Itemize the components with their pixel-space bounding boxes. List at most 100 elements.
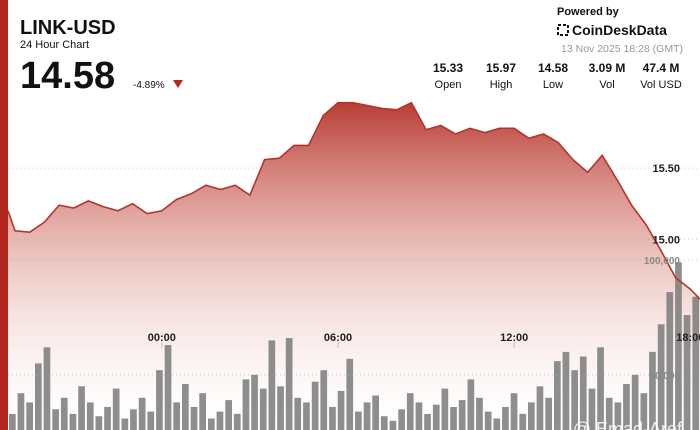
volume-bar	[251, 374, 258, 430]
y-tick-label: 15.00	[652, 234, 680, 246]
volume-bar	[614, 402, 622, 430]
volume-bar	[112, 388, 120, 430]
volume-bar	[233, 413, 241, 430]
x-tick-label: 06:00	[324, 332, 352, 344]
volume-bar	[458, 400, 466, 430]
volume-bar	[35, 363, 42, 430]
volume-bar	[26, 402, 33, 430]
volume-bar	[346, 358, 354, 430]
volume-bar	[225, 400, 232, 430]
volume-bar	[199, 393, 206, 430]
volume-bar	[640, 393, 648, 430]
volume-bar	[380, 416, 388, 430]
volume-bar	[78, 386, 85, 430]
volume-bar	[43, 347, 51, 430]
volume-bar	[285, 338, 293, 430]
x-tick-label: 18:00	[676, 332, 700, 344]
volume-bar	[441, 388, 449, 430]
volume-bar	[208, 418, 215, 430]
volume-bar	[467, 379, 475, 430]
volume-bar	[320, 370, 328, 430]
volume-bar	[675, 262, 682, 430]
volume-bar	[17, 393, 25, 430]
volume-bar	[104, 407, 111, 430]
volume-bar	[649, 351, 656, 430]
volume-bar	[86, 402, 94, 430]
volume-bar	[303, 402, 310, 430]
brand-logo	[557, 24, 569, 36]
price-line	[7, 101, 700, 300]
price: 14.58	[20, 55, 115, 97]
volume-bar	[657, 324, 665, 430]
volume-bar	[484, 411, 492, 430]
volume-bar	[536, 386, 544, 430]
volume-bar	[432, 404, 440, 430]
volume-bar	[60, 397, 68, 430]
stat-label: High	[490, 79, 513, 91]
stat-value: 15.33	[433, 61, 463, 75]
symbol: LINK-USD	[20, 17, 116, 39]
volume-bar	[398, 409, 405, 430]
stat-label: Low	[543, 79, 563, 91]
stat-value: 14.58	[538, 61, 568, 75]
plot-area	[7, 101, 700, 430]
brand: CoinDeskData	[572, 22, 667, 38]
volume-bar	[415, 402, 423, 430]
x-tick-label: 00:00	[148, 332, 176, 344]
volume-bar	[424, 413, 431, 430]
volume-bar	[406, 393, 414, 430]
volume-bar	[528, 402, 535, 430]
stat-value: 15.97	[486, 61, 516, 75]
volume-bar	[337, 390, 345, 430]
watermark: @ Emad-Aref	[573, 419, 683, 430]
volume-bar	[666, 292, 674, 430]
volume-bar	[502, 407, 509, 430]
volume-bar	[95, 416, 103, 430]
volume-bar	[363, 402, 371, 430]
volume-bar	[692, 296, 700, 430]
volume-bar	[372, 395, 379, 430]
volume-bar	[493, 418, 501, 430]
volume-bar	[450, 407, 457, 430]
stat-value: 47.4 M	[643, 61, 680, 75]
volume-bar	[554, 361, 561, 430]
volume-bar	[277, 386, 284, 430]
volume-bar	[147, 411, 155, 430]
volume-bar	[9, 413, 16, 430]
volume-bar	[294, 397, 302, 430]
timestamp: 13 Nov 2025 18:28 (GMT)	[561, 43, 683, 55]
volume-bar	[545, 397, 552, 430]
volume-bar	[519, 413, 527, 430]
y2-tick-label: 50,000	[649, 371, 680, 382]
y2-tick-label: 100,000	[644, 256, 681, 267]
price-area	[8, 102, 700, 430]
volume-bar	[355, 411, 362, 430]
volume-bar	[190, 407, 198, 430]
volume-bar	[605, 397, 613, 430]
accent-bar	[0, 0, 8, 430]
volume-bar	[631, 374, 639, 430]
volume-bar	[588, 388, 596, 430]
volume-bar	[510, 393, 518, 430]
subtitle: 24 Hour Chart	[20, 39, 89, 51]
volume-bar	[121, 418, 129, 430]
volume-bar	[476, 397, 483, 430]
stat-label: Vol USD	[640, 79, 682, 91]
volume-bar	[182, 384, 189, 430]
volume-bar	[683, 315, 691, 430]
volume-bar	[389, 420, 397, 430]
volume-bar	[579, 356, 587, 430]
stat-label: Open	[435, 79, 462, 91]
change: -4.89%	[133, 80, 165, 91]
volume-bar	[216, 411, 224, 430]
volume-bar	[164, 345, 172, 430]
volume-bar	[259, 388, 267, 430]
stat-value: 3.09 M	[589, 61, 626, 75]
x-tick-label: 12:00	[500, 332, 528, 344]
volume-bar	[597, 347, 604, 430]
volume-bar	[571, 370, 578, 430]
volume-bar	[242, 379, 250, 430]
volume-bar	[268, 340, 276, 430]
